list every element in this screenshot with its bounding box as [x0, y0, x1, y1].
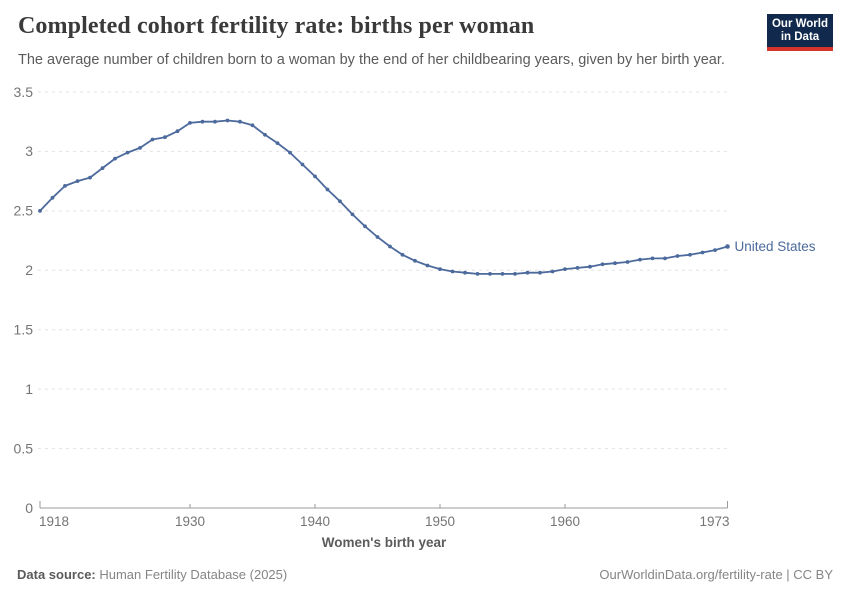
data-point[interactable]	[300, 162, 305, 167]
data-point[interactable]	[613, 261, 617, 266]
data-point[interactable]	[688, 252, 692, 257]
data-point[interactable]	[450, 269, 455, 274]
data-point[interactable]	[175, 129, 180, 134]
data-point[interactable]	[50, 195, 55, 200]
data-point[interactable]	[200, 119, 205, 124]
data-point[interactable]	[475, 272, 480, 276]
owid-logo-line2: in Data	[780, 31, 820, 43]
page-title: Completed cohort fertility rate: births …	[18, 13, 535, 39]
data-point[interactable]	[350, 212, 355, 217]
data-point[interactable]	[125, 150, 130, 155]
data-point[interactable]	[625, 260, 630, 264]
data-point[interactable]	[263, 132, 267, 137]
data-point[interactable]	[213, 119, 217, 124]
data-point[interactable]	[313, 174, 317, 179]
y-tick-label: 0	[25, 500, 33, 516]
data-point[interactable]	[500, 272, 505, 276]
y-tick-label: 0.5	[14, 440, 34, 456]
data-point[interactable]	[650, 256, 655, 261]
data-point[interactable]	[538, 270, 542, 275]
data-source-value: Human Fertility Database (2025)	[95, 567, 288, 582]
data-point[interactable]	[363, 224, 367, 229]
x-tick-label: 1930	[175, 514, 205, 529]
chart-footer: Data source: Human Fertility Database (2…	[17, 567, 833, 582]
data-point[interactable]	[600, 262, 605, 267]
chart-svg[interactable]: 0 0.5 1 1.5 2 2.5 3 3.5 1918 1930 1940 1950 1960 1973…	[0, 80, 850, 555]
data-point[interactable]	[575, 266, 580, 270]
data-point[interactable]	[238, 119, 242, 124]
data-point[interactable]	[638, 257, 642, 262]
data-point[interactable]	[663, 256, 667, 261]
data-point[interactable]	[188, 121, 192, 125]
data-point[interactable]	[88, 175, 92, 180]
data-source-label: Data source:	[17, 567, 96, 582]
data-line[interactable]	[39, 119, 729, 275]
data-point[interactable]	[63, 184, 67, 188]
data-point[interactable]	[288, 150, 292, 155]
x-tick-label: 1940	[300, 514, 330, 529]
data-point[interactable]	[163, 135, 167, 140]
y-tick-label: 1.5	[14, 322, 34, 338]
data-point[interactable]	[463, 270, 467, 275]
data-point[interactable]	[275, 141, 280, 145]
x-axis-title: Women's birth year	[321, 535, 447, 550]
data-point[interactable]	[225, 118, 230, 123]
data-point[interactable]	[713, 248, 717, 253]
data-point[interactable]	[525, 270, 530, 275]
data-point[interactable]	[563, 267, 567, 271]
data-point[interactable]	[725, 244, 730, 249]
data-point[interactable]	[113, 156, 117, 161]
y-tick-label: 1	[25, 381, 33, 397]
data-point[interactable]	[588, 264, 592, 269]
data-point[interactable]	[400, 252, 405, 257]
y-tick-label: 3.5	[14, 84, 34, 100]
credit-link[interactable]: OurWorldinData.org/fertility-rate | CC B…	[599, 567, 833, 582]
data-point[interactable]	[413, 258, 417, 263]
data-source: Data source: Human Fertility Database (2…	[17, 567, 287, 582]
data-point[interactable]	[513, 272, 517, 276]
data-point[interactable]	[438, 267, 442, 271]
data-point[interactable]	[388, 244, 392, 249]
x-tick-label: 1960	[550, 514, 580, 529]
data-point[interactable]	[100, 166, 105, 170]
x-tick-label: 1950	[425, 514, 455, 529]
owid-logo-line1: Our World	[771, 18, 828, 30]
data-point[interactable]	[700, 250, 705, 255]
data-point[interactable]	[250, 123, 255, 128]
data-point[interactable]	[75, 179, 80, 183]
data-point[interactable]	[425, 263, 430, 268]
data-point[interactable]	[338, 199, 342, 204]
page-subtitle: The average number of children born to a…	[18, 52, 725, 68]
data-point[interactable]	[375, 235, 380, 239]
data-point[interactable]	[150, 137, 155, 142]
data-point[interactable]	[138, 146, 142, 150]
owid-logo[interactable]: Our World in Data	[767, 14, 833, 51]
data-point[interactable]	[38, 209, 42, 213]
data-point[interactable]	[675, 254, 680, 258]
x-tick-label: 1918	[39, 514, 69, 529]
y-tick-label: 2	[25, 262, 33, 278]
data-point[interactable]	[550, 269, 555, 274]
series-label: United States	[735, 239, 816, 254]
data-point[interactable]	[488, 272, 492, 276]
y-tick-label: 3	[25, 143, 33, 159]
data-point[interactable]	[325, 187, 330, 192]
x-tick-label: 1973	[699, 514, 729, 529]
y-tick-label: 2.5	[14, 203, 34, 219]
